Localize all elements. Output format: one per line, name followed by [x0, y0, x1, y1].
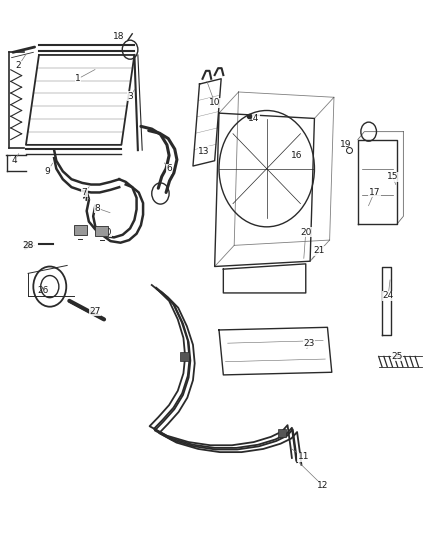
Text: 14: 14 — [248, 114, 259, 123]
Bar — [95, 227, 108, 236]
Text: 23: 23 — [304, 338, 315, 348]
Text: 27: 27 — [90, 307, 101, 316]
Text: 15: 15 — [387, 172, 398, 181]
Text: 30: 30 — [100, 228, 112, 237]
Text: 16: 16 — [291, 151, 303, 160]
Text: 8: 8 — [95, 204, 100, 213]
Text: 11: 11 — [298, 453, 309, 462]
Text: 4: 4 — [11, 156, 17, 165]
Text: 17: 17 — [368, 188, 380, 197]
Text: 13: 13 — [198, 147, 209, 156]
Text: 28: 28 — [22, 241, 34, 250]
Bar — [74, 225, 87, 235]
Text: 20: 20 — [300, 228, 311, 237]
Text: 10: 10 — [209, 98, 220, 107]
Text: 3: 3 — [127, 92, 133, 101]
Text: 25: 25 — [391, 352, 403, 361]
Text: 21: 21 — [313, 246, 325, 255]
Text: 19: 19 — [340, 140, 351, 149]
Text: 26: 26 — [38, 286, 49, 295]
Bar — [278, 429, 286, 437]
Text: 9: 9 — [45, 167, 50, 176]
Text: 7: 7 — [81, 188, 88, 197]
Text: 29: 29 — [75, 228, 87, 237]
Text: 2: 2 — [16, 61, 21, 70]
Text: 24: 24 — [382, 291, 394, 300]
Text: 18: 18 — [113, 32, 124, 41]
Text: 1: 1 — [75, 74, 81, 83]
Text: 6: 6 — [166, 164, 172, 173]
Bar — [180, 352, 189, 361]
Text: 12: 12 — [318, 481, 329, 490]
